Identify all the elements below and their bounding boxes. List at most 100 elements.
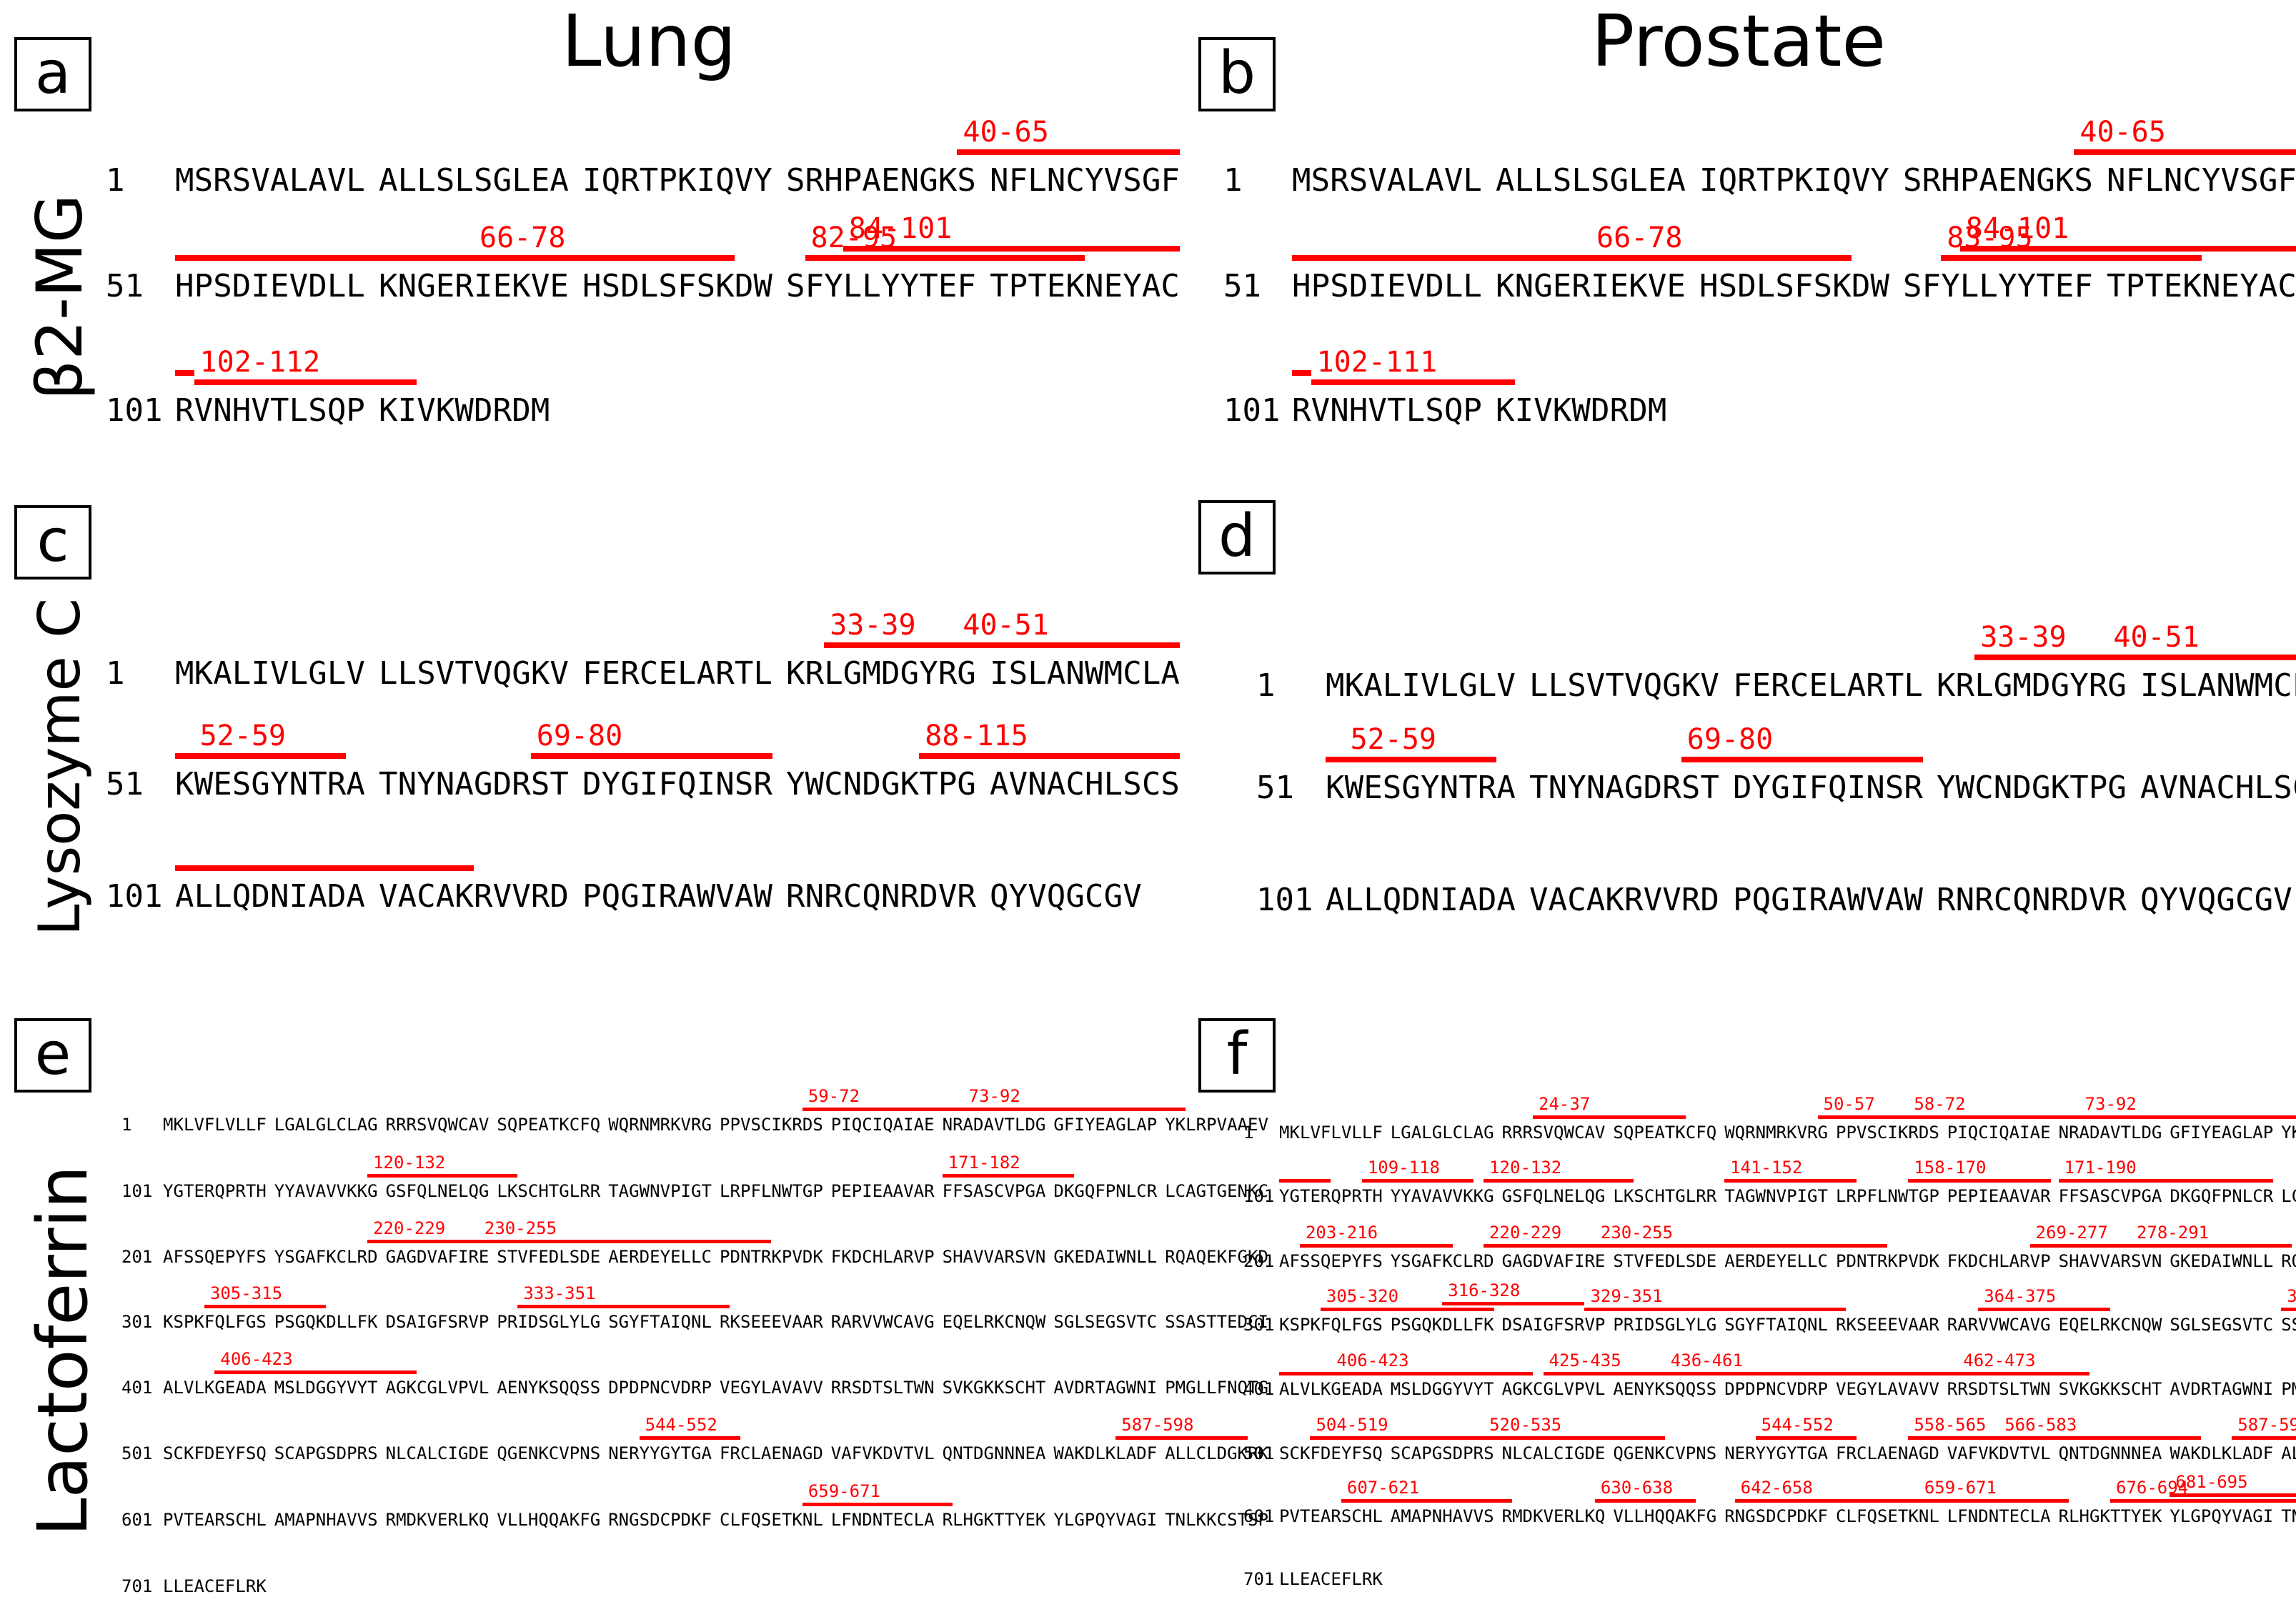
sequence-block: YLGPQYVAGI	[2170, 1506, 2274, 1526]
peptide-bar	[1299, 1243, 1453, 1248]
sequence-block: LLEACEFLRK	[1279, 1568, 1383, 1589]
peptide-range-label: 278-291	[2136, 1222, 2210, 1243]
sequence-block: GAGDVAFIRE	[1501, 1250, 1606, 1271]
line-number: 51	[106, 267, 144, 304]
sequence-block: QNTDGNNNEA	[942, 1443, 1046, 1463]
sequence-block: SRHPAENGKS	[1903, 161, 2094, 199]
sequence-block: FERCELARTL	[1733, 667, 1924, 704]
sequence-block: GSFQLNELQG	[385, 1180, 489, 1201]
sequence-block: FFSASCVPGA	[942, 1180, 1046, 1201]
peptide-range-label: 220-229	[1489, 1222, 1562, 1243]
peptide-bar	[517, 1304, 730, 1308]
sequence-block: VEGYLAVAVV	[720, 1377, 823, 1398]
sequence-block: KRLGMDGYRG	[786, 655, 977, 692]
sequence-block: SSASTTEDCI	[1165, 1311, 1268, 1332]
sequence-block: MSRSVALAVL	[1292, 161, 1483, 199]
sequence-block: YKLRPVAAEV	[1165, 1114, 1268, 1135]
peptide-bar	[1484, 1436, 1665, 1440]
peptide-range-label: 269-277	[2035, 1222, 2108, 1243]
sequence-block: KWESGYNTRA	[175, 765, 366, 802]
peptide-bar	[2130, 1243, 2292, 1248]
line-number: 301	[121, 1311, 153, 1332]
sequence-block: MKLVFLVLLF	[1279, 1122, 1383, 1143]
peptide-range-label: 230-255	[484, 1218, 557, 1238]
peptide-bar	[478, 1239, 772, 1243]
line-number: 51	[1223, 267, 1261, 304]
peptide-range-label: 642-658	[1740, 1477, 1813, 1498]
column-title-prostate: Prostate	[1591, 0, 1886, 83]
sequence-block: ALLQDNIADA	[1326, 881, 1516, 918]
sequence-block: STVFEDLSDE	[497, 1246, 601, 1267]
peptide-bar	[1999, 1436, 2201, 1440]
line-number: 101	[1243, 1185, 1275, 1206]
sequence-block: VAFVKDVTVL	[830, 1443, 935, 1463]
sequence-block: ALVLKGEADA	[163, 1377, 267, 1398]
line-number: 701	[121, 1576, 153, 1596]
sequence-block: DYGIFQINSR	[1733, 769, 1924, 806]
peptide-bar	[1292, 254, 1591, 261]
peptide-range-label: 58-72	[1914, 1093, 1966, 1114]
sequence-block: TPTEKNEYAC	[990, 267, 1181, 304]
sequence-block: KSPKFQLFGS	[163, 1311, 267, 1332]
sequence-block: RQAQEKFGKD	[1165, 1246, 1268, 1267]
sequence-block: RVNHVTLSQP	[175, 392, 366, 429]
sequence-block: SCAPGSDPRS	[1390, 1443, 1494, 1463]
peptide-bar	[1959, 245, 2296, 252]
sequence-block: GFIYEAGLAP	[1053, 1114, 1158, 1135]
sequence-block: SSASTTEDCI	[2281, 1314, 2296, 1335]
peptide-range-label: 630-638	[1600, 1477, 1674, 1498]
sequence-block: LGALGLCLAG	[274, 1114, 378, 1135]
peptide-range-label: 33-39	[1980, 620, 2067, 654]
sequence-block: WAKDLKLADF	[2170, 1443, 2274, 1463]
sequence-block: AVNACHLSCS	[2140, 769, 2296, 806]
sequence-block: NRADAVTLDG	[2058, 1122, 2162, 1143]
sequence-block: NRADAVTLDG	[942, 1114, 1046, 1135]
sequence-block: IQRTPKIQVY	[1699, 161, 1890, 199]
peptide-range-label: 66-78	[1596, 221, 1683, 254]
line-number: 1	[1223, 161, 1243, 199]
sequence-block: RLHGKTTYEK	[2058, 1506, 2162, 1526]
peptide-bar	[805, 254, 1085, 261]
peptide-range-label: 558-565	[1914, 1414, 1987, 1435]
peptide-bar	[1292, 369, 1311, 376]
sequence-block: PRIDSGLYLG	[1613, 1314, 1717, 1335]
peptide-bar	[367, 1173, 518, 1178]
sequence-block: FKDCHLARVP	[1947, 1250, 2051, 1271]
sequence-block: RRSDTSLTWN	[830, 1377, 935, 1398]
peptide-range-label: 141-152	[1730, 1157, 1803, 1178]
peptide-range-label: 681-695	[2175, 1471, 2248, 1492]
sequence-block: SFYLLYYTEF	[786, 267, 977, 304]
sequence-block: MKALIVLGLV	[1326, 667, 1516, 704]
sequence-block: ALLSLSGLEA	[1496, 161, 1686, 199]
peptide-range-label: 109-118	[1367, 1157, 1440, 1178]
sequence-block: RRRSVQWCAV	[1501, 1122, 1606, 1143]
sequence-block: KRLGMDGYRG	[1937, 667, 2127, 704]
sequence-block: WAKDLKLADF	[1053, 1443, 1158, 1463]
sequence-block: QNTDGNNNEA	[2058, 1443, 2162, 1463]
sequence-block: ALLQDNIADA	[175, 877, 366, 915]
peptide-bar	[1918, 1498, 2069, 1503]
sequence-block: PPVSCIKRDS	[1836, 1122, 1939, 1143]
peptide-range-label: 102-111	[1316, 345, 1438, 379]
sequence-block: RARVVWCAVG	[1947, 1314, 2051, 1335]
peptide-bar	[1974, 654, 2108, 660]
sequence-block: SVKGKKSCHT	[942, 1377, 1046, 1398]
sequence-block: PQGIRAWVAW	[1733, 881, 1924, 918]
peptide-bar	[1310, 1436, 1484, 1440]
sequence-block: AENYKSQQSS	[497, 1377, 601, 1398]
line-number: 701	[1243, 1568, 1275, 1589]
sequence-block: RVNHVTLSQP	[1292, 392, 1483, 429]
peptide-bar	[1584, 1307, 1847, 1311]
sequence-block: SQPEATKCFQ	[1613, 1122, 1717, 1143]
peptide-range-label: 316-328	[1448, 1280, 1521, 1300]
sequence-block: FERCELARTL	[582, 655, 773, 692]
sequence-block: LLSVTVQGKV	[1529, 667, 1720, 704]
sequence-block: AGKCGLVPVL	[385, 1377, 489, 1398]
sequence-block: YWCNDGKTPG	[786, 765, 977, 802]
sequence-block: VEGYLAVAVV	[1836, 1378, 1939, 1399]
peptide-bar	[204, 1304, 327, 1308]
sequence-block: KNGERIEKVE	[379, 267, 570, 304]
sequence-block: WQRNMRKVRG	[1724, 1122, 1828, 1143]
peptide-bar	[474, 254, 735, 261]
